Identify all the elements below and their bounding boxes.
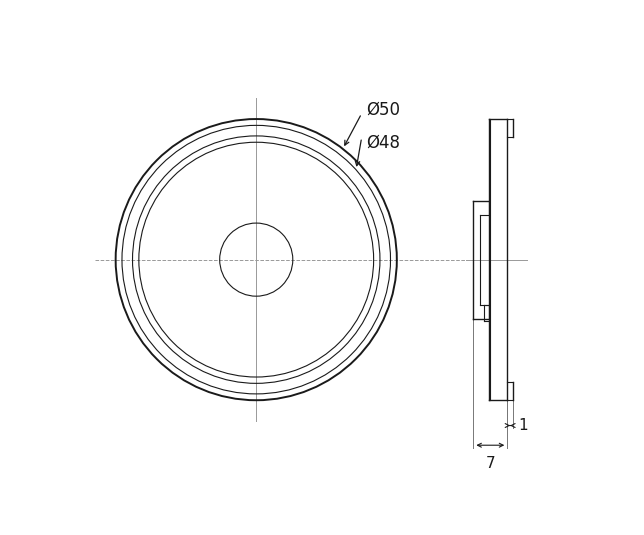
Text: Ø50: Ø50: [366, 100, 400, 118]
Text: Ø48: Ø48: [366, 134, 400, 152]
Text: 7: 7: [486, 456, 495, 471]
Text: 1: 1: [518, 418, 528, 433]
